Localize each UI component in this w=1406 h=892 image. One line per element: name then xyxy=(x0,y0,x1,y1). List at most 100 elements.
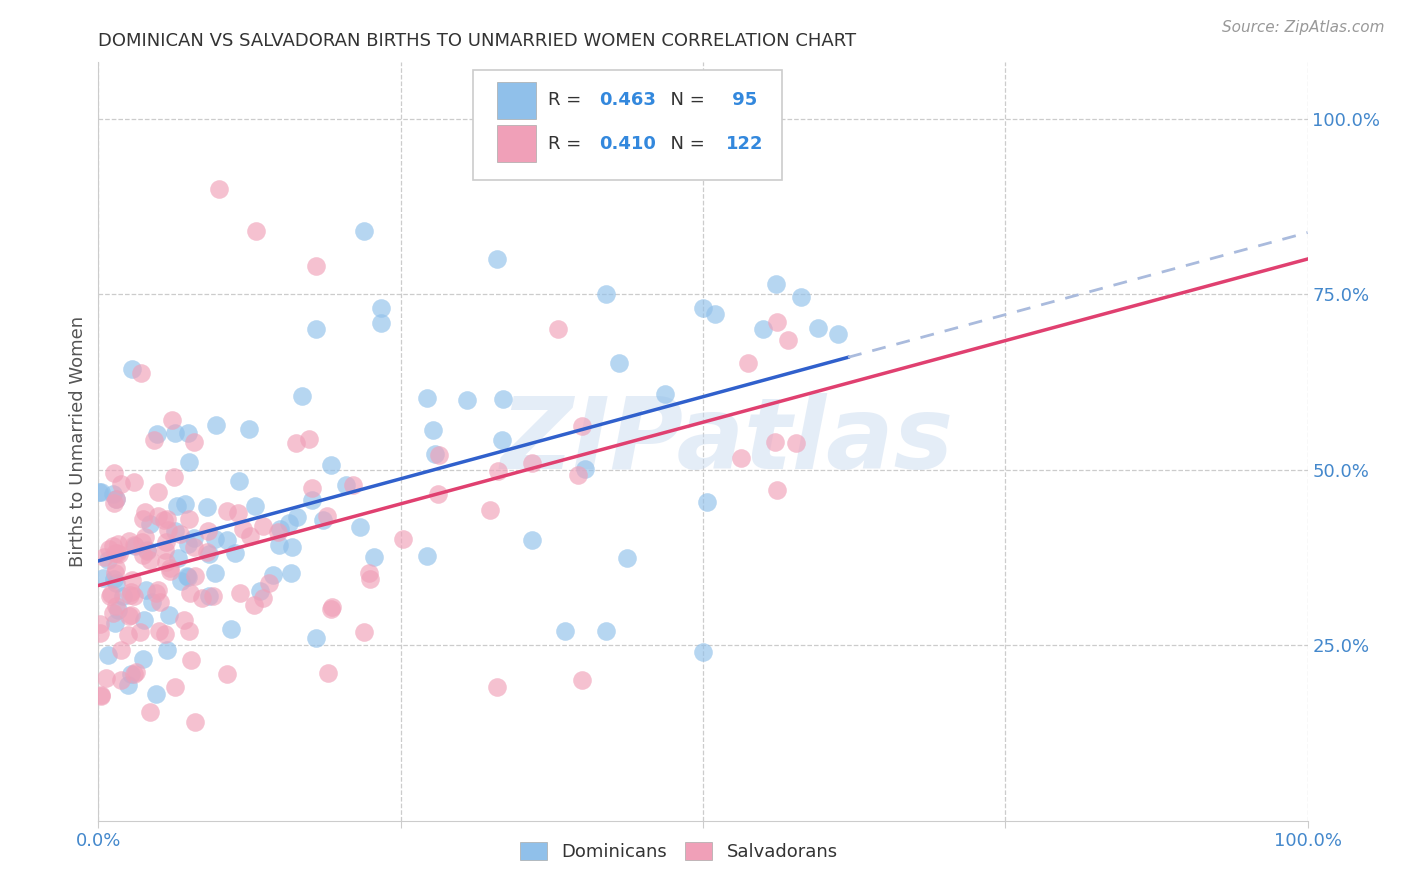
Point xyxy=(120,607,142,622)
Point xyxy=(827,326,849,341)
Point xyxy=(121,362,143,376)
Point xyxy=(353,625,375,640)
Point xyxy=(305,631,328,645)
Point xyxy=(785,436,807,450)
Point xyxy=(278,516,301,531)
Point xyxy=(595,287,617,301)
Point xyxy=(153,542,176,557)
Point xyxy=(155,512,177,526)
Point xyxy=(766,315,789,329)
Point xyxy=(143,433,166,447)
Point xyxy=(132,651,155,665)
Point xyxy=(262,567,284,582)
Point xyxy=(117,677,139,691)
Point xyxy=(217,666,239,681)
Point xyxy=(174,497,197,511)
Point xyxy=(491,433,513,447)
Point xyxy=(122,475,145,489)
Point xyxy=(165,680,187,694)
Point xyxy=(370,301,392,315)
Point xyxy=(146,508,169,523)
Point xyxy=(370,316,392,330)
Point xyxy=(204,566,226,581)
Point xyxy=(232,522,254,536)
Point xyxy=(202,589,225,603)
Point xyxy=(149,595,172,609)
Point xyxy=(776,333,799,347)
Point xyxy=(416,549,439,564)
Point xyxy=(90,689,112,703)
Point xyxy=(291,389,314,403)
Point xyxy=(349,519,371,533)
Point xyxy=(228,506,250,520)
Point xyxy=(104,561,127,575)
Point xyxy=(301,481,323,495)
Text: R =: R = xyxy=(548,91,588,110)
Point xyxy=(179,624,201,638)
Point xyxy=(179,586,201,600)
Point xyxy=(107,537,129,551)
Point xyxy=(146,427,169,442)
Point xyxy=(229,586,252,600)
Point xyxy=(103,496,125,510)
Point xyxy=(335,478,357,492)
Point xyxy=(165,524,187,538)
Point xyxy=(132,512,155,526)
Point xyxy=(148,624,170,638)
Point xyxy=(190,591,212,605)
Point xyxy=(97,552,120,566)
Point xyxy=(100,587,122,601)
Point xyxy=(94,671,117,685)
Point xyxy=(173,613,195,627)
Point xyxy=(138,706,160,720)
Point xyxy=(157,524,180,538)
Point xyxy=(280,566,302,580)
Point xyxy=(177,426,200,441)
Point xyxy=(595,624,617,639)
Point xyxy=(426,487,449,501)
Point xyxy=(90,485,112,500)
Point xyxy=(91,571,114,585)
Point xyxy=(789,289,811,303)
Point xyxy=(319,458,342,472)
Point xyxy=(169,574,191,588)
Point xyxy=(124,539,146,553)
Point xyxy=(765,277,787,291)
Point xyxy=(427,448,450,462)
Point xyxy=(97,648,120,663)
Point xyxy=(98,589,121,603)
Point xyxy=(153,627,176,641)
Point xyxy=(285,436,308,450)
Point xyxy=(156,643,179,657)
Point xyxy=(696,495,718,509)
Point xyxy=(90,689,112,703)
Point xyxy=(267,524,290,539)
Point xyxy=(285,509,308,524)
Point xyxy=(177,570,200,584)
Point xyxy=(131,535,153,549)
Point xyxy=(554,624,576,639)
Point xyxy=(547,322,569,336)
Point xyxy=(104,599,127,613)
Point xyxy=(135,583,157,598)
Point xyxy=(134,530,156,544)
Point xyxy=(571,419,593,434)
Point xyxy=(122,667,145,681)
Point xyxy=(252,591,274,605)
Point xyxy=(363,549,385,564)
Point xyxy=(269,522,291,536)
Point xyxy=(305,322,328,336)
Point xyxy=(128,625,150,640)
Point xyxy=(103,539,125,553)
Point xyxy=(571,673,593,688)
Point xyxy=(177,537,200,551)
Point xyxy=(692,645,714,659)
Point xyxy=(486,252,509,266)
Point xyxy=(316,666,339,681)
Point xyxy=(257,575,280,590)
Point xyxy=(157,608,180,623)
Point xyxy=(110,673,132,687)
Point xyxy=(198,547,221,561)
Text: ZIPatlas: ZIPatlas xyxy=(501,393,953,490)
Point xyxy=(163,470,186,484)
